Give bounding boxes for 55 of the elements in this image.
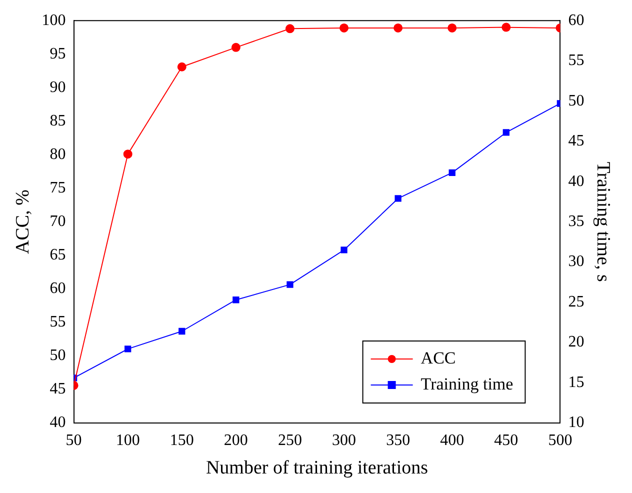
y-tick-label: 85 (50, 112, 66, 130)
point (448, 23, 457, 32)
y2-axis-title: Training time, s (592, 162, 614, 282)
y-tick-label: 75 (50, 179, 66, 196)
y2-tick-label: 45 (568, 132, 584, 150)
y2-tick-label: 50 (568, 92, 584, 110)
y2-tick-label: 20 (568, 334, 584, 351)
x-tick-label: 250 (278, 432, 302, 449)
point (502, 22, 511, 32)
y-tick-label: 55 (50, 314, 66, 331)
x-tick-label: 300 (332, 432, 356, 449)
point (340, 23, 349, 32)
y-tick-label: 60 (50, 280, 66, 298)
point (340, 246, 348, 254)
x-tick-label: 400 (440, 432, 464, 449)
point (124, 346, 132, 352)
point (394, 195, 402, 202)
y-tick-label: 80 (50, 146, 66, 163)
y-tick-label: 95 (50, 45, 66, 62)
x-tick-label: 50 (66, 432, 82, 449)
y-tick-label: 70 (50, 213, 66, 230)
point (502, 129, 510, 136)
y-tick-label: 40 (50, 414, 66, 432)
y-tick-label: 45 (50, 380, 66, 398)
x-tick-label: 350 (386, 432, 410, 449)
y2-tick-label: 10 (568, 414, 584, 432)
legend-label: ACC (420, 348, 456, 368)
x-tick-label: 100 (116, 432, 140, 449)
legend-label: Training time (420, 374, 514, 394)
y2-tick-label: 25 (568, 293, 584, 310)
point (286, 281, 294, 288)
x-tick-label: 200 (224, 432, 248, 449)
y2-tick-label: 55 (568, 52, 584, 70)
y-tick-label: 65 (50, 246, 66, 264)
y-tick-label: 100 (42, 12, 66, 29)
y2-tick-label: 40 (568, 172, 584, 190)
point (178, 328, 186, 335)
point (123, 150, 132, 159)
point (285, 24, 294, 34)
y-axis-title: ACC, % (12, 189, 34, 254)
y2-tick-label: 15 (568, 374, 584, 391)
x-axis-title: Number of training iterations (206, 458, 428, 479)
x-tick-label: 450 (494, 432, 518, 449)
point (177, 62, 186, 72)
y2-tick-label: 35 (568, 213, 584, 230)
point (394, 23, 403, 32)
y2-tick-label: 30 (568, 253, 584, 270)
y-tick-label: 50 (50, 347, 66, 364)
y2-tick-label: 60 (568, 12, 584, 29)
point (448, 169, 456, 176)
point (231, 42, 240, 52)
point (232, 296, 240, 304)
y-tick-label: 90 (50, 78, 66, 96)
x-tick-label: 500 (548, 432, 572, 449)
x-tick-label: 150 (170, 432, 194, 449)
